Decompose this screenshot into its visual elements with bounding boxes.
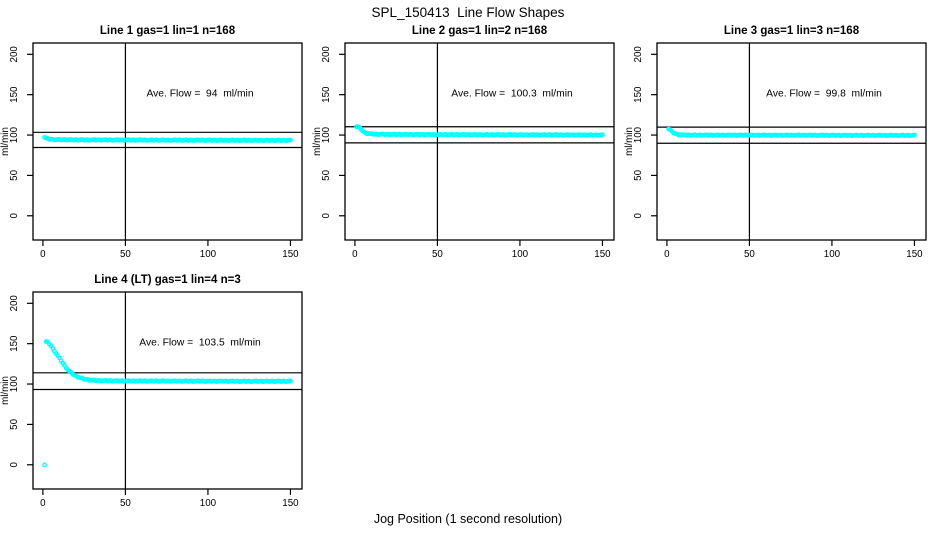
y-axis-label: ml/min: [624, 127, 635, 156]
svg-text:100: 100: [9, 375, 20, 392]
svg-text:150: 150: [9, 86, 20, 103]
y-axis-label: ml/min: [0, 376, 11, 405]
ave-flow-annotation: Ave. Flow = 100.3 ml/min: [451, 88, 573, 100]
svg-text:50: 50: [120, 498, 131, 509]
svg-text:200: 200: [633, 46, 644, 63]
data-points: [42, 135, 293, 144]
svg-text:100: 100: [200, 498, 217, 509]
panel-title: Line 4 (LT) gas=1 lin=4 n=3: [94, 274, 241, 286]
reference-lines: [33, 292, 302, 489]
svg-text:50: 50: [9, 418, 20, 429]
svg-text:100: 100: [512, 249, 529, 260]
panel-line-4: Line 4 (LT) gas=1 lin=4 n=3 0 50 100 150 0 50…: [0, 267, 312, 516]
svg-text:150: 150: [282, 498, 299, 509]
svg-text:150: 150: [906, 249, 923, 260]
line-2-plot-canvas: 0 50 100 150 0 50 100 150 200 ml/min: [312, 42, 615, 260]
svg-text:200: 200: [321, 46, 332, 63]
svg-text:150: 150: [594, 249, 611, 260]
svg-text:100: 100: [321, 126, 332, 143]
line-1-plot-canvas: 0 50 100 150 0 50 100 150 200 ml/min: [0, 42, 303, 260]
ave-flow-annotation: Ave. Flow = 99.8 ml/min: [766, 88, 882, 100]
axes: 0 50 100 150 0 50 100 150 200 ml/min: [312, 42, 615, 260]
svg-text:50: 50: [120, 249, 131, 260]
data-points: [666, 126, 917, 139]
figure-title: SPL_150413 Line Flow Shapes: [371, 5, 565, 20]
svg-text:0: 0: [352, 249, 358, 260]
axes: 0 50 100 150 0 50 100 150 200 ml/min: [0, 42, 303, 260]
svg-text:200: 200: [9, 46, 20, 63]
svg-text:50: 50: [321, 169, 332, 180]
svg-text:100: 100: [633, 126, 644, 143]
axes: 0 50 100 150 0 50 100 150 200 ml/min: [0, 291, 303, 509]
svg-text:50: 50: [633, 169, 644, 180]
y-axis-label: ml/min: [0, 127, 11, 156]
svg-text:100: 100: [9, 126, 20, 143]
svg-text:50: 50: [9, 169, 20, 180]
svg-text:150: 150: [9, 335, 20, 352]
x-axis-label: Jog Position (1 second resolution): [373, 512, 563, 526]
svg-text:100: 100: [200, 249, 217, 260]
svg-text:50: 50: [432, 249, 443, 260]
data-points: [42, 339, 293, 468]
line-4-plot-canvas: 0 50 100 150 0 50 100 150 200 ml/min: [0, 291, 303, 509]
panel-line-3: Line 3 gas=1 lin=3 n=168 0 50 100 150 0 50 100…: [624, 18, 936, 267]
line-3-plot-canvas: 0 50 100 150 0 50 100 150 200 ml/min: [624, 42, 927, 260]
panel-line-1: Line 1 gas=1 lin=1 n=168 0 50 100 150 0 50 100…: [0, 18, 312, 267]
svg-text:150: 150: [321, 86, 332, 103]
svg-text:150: 150: [633, 86, 644, 103]
svg-text:0: 0: [9, 462, 20, 468]
svg-text:0: 0: [40, 249, 46, 260]
svg-text:0: 0: [633, 213, 644, 219]
svg-text:0: 0: [664, 249, 670, 260]
svg-text:0: 0: [40, 498, 46, 509]
panel-title: Line 1 gas=1 lin=1 n=168: [99, 25, 236, 37]
panel-title: Line 3 gas=1 lin=3 n=168: [723, 25, 860, 37]
ave-flow-annotation: Ave. Flow = 94 ml/min: [146, 88, 254, 100]
panel-title: Line 2 gas=1 lin=2 n=168: [411, 25, 548, 37]
svg-text:150: 150: [282, 249, 299, 260]
svg-text:0: 0: [321, 213, 332, 219]
svg-text:50: 50: [744, 249, 755, 260]
svg-text:100: 100: [824, 249, 841, 260]
reference-lines: [345, 43, 614, 240]
svg-text:0: 0: [9, 213, 20, 219]
axes: 0 50 100 150 0 50 100 150 200 ml/min: [624, 42, 927, 260]
ave-flow-annotation: Ave. Flow = 103.5 ml/min: [139, 337, 261, 349]
svg-text:200: 200: [9, 295, 20, 312]
data-points: [354, 124, 605, 138]
y-axis-label: ml/min: [312, 127, 323, 156]
panel-line-2: Line 2 gas=1 lin=2 n=168 0 50 100 150 0 50 100…: [312, 18, 624, 267]
reference-lines: [657, 43, 926, 240]
